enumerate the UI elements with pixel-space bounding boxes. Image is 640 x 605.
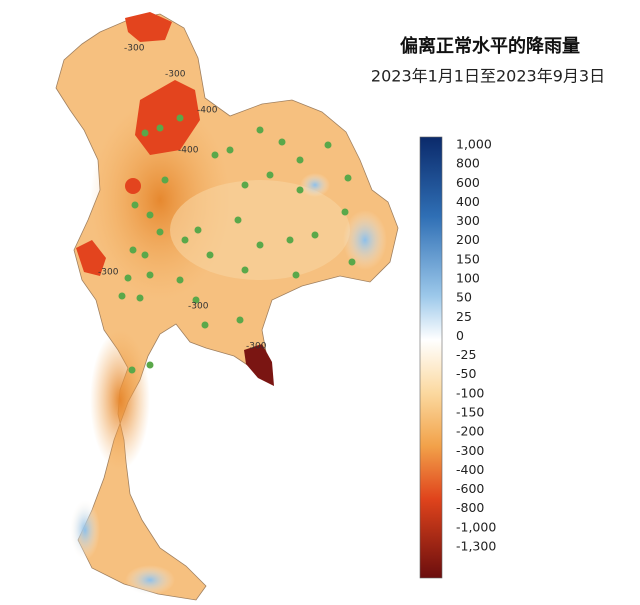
colorbar-label: 600: [456, 175, 480, 190]
dry-area: [76, 240, 106, 276]
shade: [90, 330, 150, 470]
title: 偏离正常水平的降雨量: [400, 35, 580, 57]
colorbar-label: -400: [456, 462, 484, 477]
colorbar-labels: 1,000 800 600 400 300 200 150 100 50 25 0 -25 -50 -10…: [456, 137, 496, 554]
colorbar-label: -1,000: [456, 519, 496, 534]
colorbar: [419, 136, 443, 579]
colorbar-label: -150: [456, 405, 484, 420]
subtitle: 2023年1月1日至2023年9月3日: [371, 67, 605, 86]
colorbar-label: -1,300: [456, 539, 496, 554]
contour-label: -300: [165, 70, 186, 80]
colorbar-label: -800: [456, 500, 484, 515]
contour-label: -300: [188, 302, 209, 312]
colorbar-label: 25: [456, 309, 472, 324]
contour-label: -400: [178, 146, 199, 156]
colorbar-label: -50: [456, 366, 476, 381]
colorbar-label: 100: [456, 271, 480, 286]
wet-area: [125, 565, 175, 595]
dry-area: [125, 12, 172, 42]
colorbar-label: -25: [456, 347, 476, 362]
colorbar-label: 50: [456, 290, 472, 305]
colorbar-label: 200: [456, 232, 480, 247]
map: -300 -300 -400 -400 -300 -300 -300: [55, 12, 399, 601]
colorbar-label: -300: [456, 443, 484, 458]
colorbar-label: 300: [456, 213, 480, 228]
contour-label: -300: [98, 268, 119, 278]
colorbar-label: -200: [456, 424, 484, 439]
contour-label: -300: [246, 342, 267, 352]
wet-area: [343, 210, 387, 270]
colorbar-label: -100: [456, 385, 484, 400]
colorbar-label: 400: [456, 194, 480, 209]
wet-area: [300, 173, 330, 197]
wet-area: [70, 500, 100, 560]
shade: [170, 180, 350, 280]
dry-area: [244, 344, 274, 386]
dry-area: [135, 80, 200, 155]
colorbar-label: 800: [456, 156, 480, 171]
colorbar-label: -600: [456, 481, 484, 496]
contour-label: -300: [124, 44, 145, 54]
colorbar-label: 1,000: [456, 137, 492, 152]
contour-labels: -300 -300 -400 -400 -300 -300 -300: [98, 44, 267, 352]
contour-label: -400: [197, 106, 218, 116]
country-outline: [55, 13, 399, 601]
colorbar-label: 0: [456, 328, 464, 343]
colorbar-label: 150: [456, 251, 480, 266]
stations: [118, 114, 356, 374]
dry-area: [125, 178, 141, 194]
